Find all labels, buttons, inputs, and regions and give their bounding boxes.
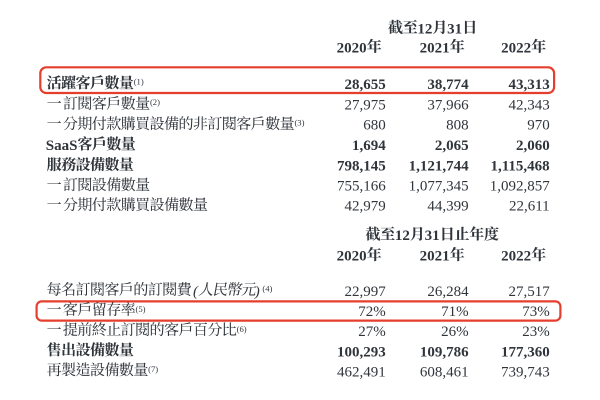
svg-text:739,743: 739,743 — [501, 364, 550, 380]
svg-text:2020: 2020 — [337, 40, 367, 56]
svg-text:71%: 71% — [441, 304, 469, 320]
svg-text:2,065: 2,065 — [435, 138, 469, 154]
svg-text:755,166: 755,166 — [337, 179, 386, 195]
svg-text:608,461: 608,461 — [420, 364, 469, 380]
svg-text:26,284: 26,284 — [427, 284, 469, 300]
svg-text:100,293: 100,293 — [337, 344, 386, 360]
svg-text:22,997: 22,997 — [344, 284, 386, 300]
svg-text:(4): (4) — [262, 284, 272, 294]
svg-text:42,343: 42,343 — [508, 97, 549, 113]
svg-text:2020: 2020 — [337, 249, 367, 265]
svg-text:42,979: 42,979 — [344, 199, 385, 215]
svg-text:27,517: 27,517 — [508, 284, 550, 300]
svg-text:43,313: 43,313 — [508, 77, 549, 93]
svg-text:37,966: 37,966 — [427, 97, 469, 113]
svg-text:1,092,857: 1,092,857 — [490, 179, 551, 195]
svg-text:680: 680 — [363, 118, 386, 134]
svg-text:(2): (2) — [150, 97, 160, 107]
svg-text:28,655: 28,655 — [344, 77, 385, 93]
svg-text:(3): (3) — [294, 117, 304, 127]
svg-text:22,611: 22,611 — [509, 199, 550, 215]
svg-text:12: 12 — [417, 21, 432, 37]
svg-text:73%: 73% — [522, 304, 550, 320]
svg-text:2021: 2021 — [420, 249, 450, 265]
svg-text:): ) — [254, 284, 260, 300]
svg-text:12: 12 — [395, 228, 410, 244]
svg-text:808: 808 — [446, 118, 469, 134]
svg-text:970: 970 — [527, 118, 550, 134]
svg-text:798,145: 798,145 — [337, 159, 386, 175]
svg-text:(: ( — [193, 284, 199, 300]
svg-text:1,694: 1,694 — [352, 138, 386, 154]
svg-text:27%: 27% — [358, 324, 386, 340]
svg-text:44,399: 44,399 — [427, 199, 468, 215]
svg-text:72%: 72% — [358, 304, 386, 320]
svg-text:(6): (6) — [237, 324, 247, 334]
svg-text:31: 31 — [425, 228, 440, 244]
svg-text:1,121,744: 1,121,744 — [409, 159, 470, 175]
svg-text:SaaS: SaaS — [46, 138, 78, 154]
svg-text:2021: 2021 — [420, 40, 450, 56]
svg-text:177,360: 177,360 — [501, 344, 550, 360]
svg-text:23%: 23% — [522, 324, 550, 340]
svg-text:2,060: 2,060 — [516, 138, 550, 154]
svg-text:(5): (5) — [136, 304, 146, 314]
svg-text:1,115,468: 1,115,468 — [491, 159, 550, 175]
svg-text:462,491: 462,491 — [337, 364, 386, 380]
svg-text:1,077,345: 1,077,345 — [409, 179, 469, 195]
svg-text:2022: 2022 — [501, 40, 531, 56]
svg-text:109,786: 109,786 — [420, 344, 469, 360]
svg-text:27,975: 27,975 — [344, 97, 385, 113]
svg-text:31: 31 — [447, 21, 462, 37]
svg-text:(7): (7) — [148, 364, 158, 374]
svg-text:2022: 2022 — [501, 249, 531, 265]
svg-text:38,774: 38,774 — [427, 77, 469, 93]
svg-text:(1): (1) — [134, 77, 144, 87]
svg-text:26%: 26% — [441, 324, 469, 340]
